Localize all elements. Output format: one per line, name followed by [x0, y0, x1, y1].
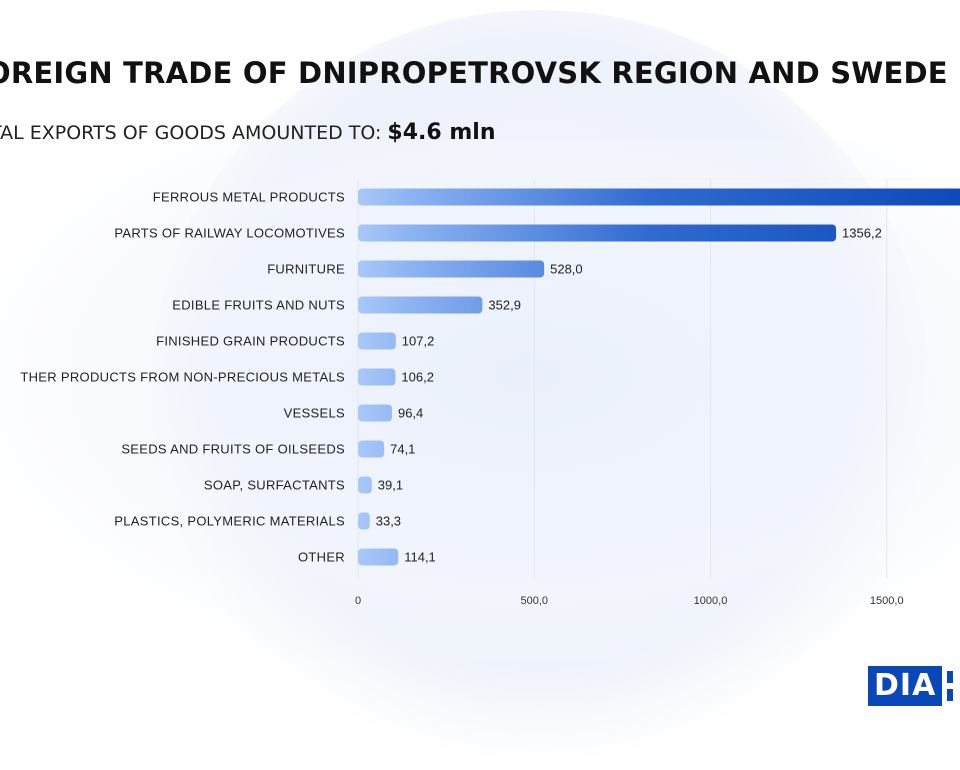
bar	[358, 440, 385, 458]
x-tick-label: 500,0	[520, 595, 548, 607]
bar	[358, 404, 392, 422]
page-subtitle: TAL EXPORTS OF GOODS AMOUNTED TO: $4.6 m…	[0, 120, 496, 145]
category-label: SOAP, SURFACTANTS	[204, 478, 345, 493]
bar	[358, 476, 372, 494]
value-label: 96,4	[398, 406, 423, 421]
bar	[358, 224, 837, 242]
logo-text: DIA	[868, 666, 943, 706]
category-label: OTHER	[298, 550, 345, 565]
category-label: FERROUS METAL PRODUCTS	[153, 190, 345, 205]
category-label: SEEDS AND FRUITS OF OILSEEDS	[121, 442, 345, 457]
dia-logo: DIA	[868, 666, 954, 706]
category-label: FURNITURE	[267, 262, 345, 277]
value-label: 1356,2	[842, 226, 882, 241]
export-amount: $4.6 mln	[387, 120, 496, 145]
bar	[358, 548, 399, 566]
value-label: 528,0	[550, 262, 583, 277]
category-label: PLASTICS, POLYMERIC MATERIALS	[114, 514, 345, 529]
subtitle-text: TAL EXPORTS OF GOODS AMOUNTED TO:	[0, 122, 382, 144]
category-label: FINISHED GRAIN PRODUCTS	[156, 334, 345, 349]
x-tick-label: 0	[355, 595, 361, 607]
value-label: 33,3	[376, 514, 401, 529]
bar	[358, 188, 960, 206]
value-label: 39,1	[378, 478, 403, 493]
value-label: 352,9	[488, 298, 521, 313]
bar	[358, 512, 370, 530]
value-label: 74,1	[390, 442, 415, 457]
logo-mark	[947, 671, 954, 701]
page-title: OREIGN TRADE OF DNIPROPETROVSK REGION AN…	[0, 56, 948, 90]
export-bar-chart: 0 500,0 1000,0 1500,0 FERROUS METAL PRODUCTS…	[20, 180, 960, 607]
category-label: VESSELS	[284, 406, 345, 421]
bar	[358, 332, 396, 350]
bar	[358, 260, 545, 278]
category-label: PARTS OF RAILWAY LOCOMOTIVES	[114, 226, 345, 241]
bar	[358, 368, 396, 386]
value-label: 114,1	[404, 550, 436, 565]
value-label: 107,2	[402, 334, 435, 349]
x-tick-label: 1500,0	[870, 595, 904, 607]
value-label: 106,2	[401, 370, 434, 385]
category-label: THER PRODUCTS FROM NON-PRECIOUS METALS	[20, 370, 345, 385]
category-label: EDIBLE FRUITS AND NUTS	[172, 298, 345, 313]
bar	[358, 296, 483, 314]
x-tick-label: 1000,0	[694, 595, 728, 607]
